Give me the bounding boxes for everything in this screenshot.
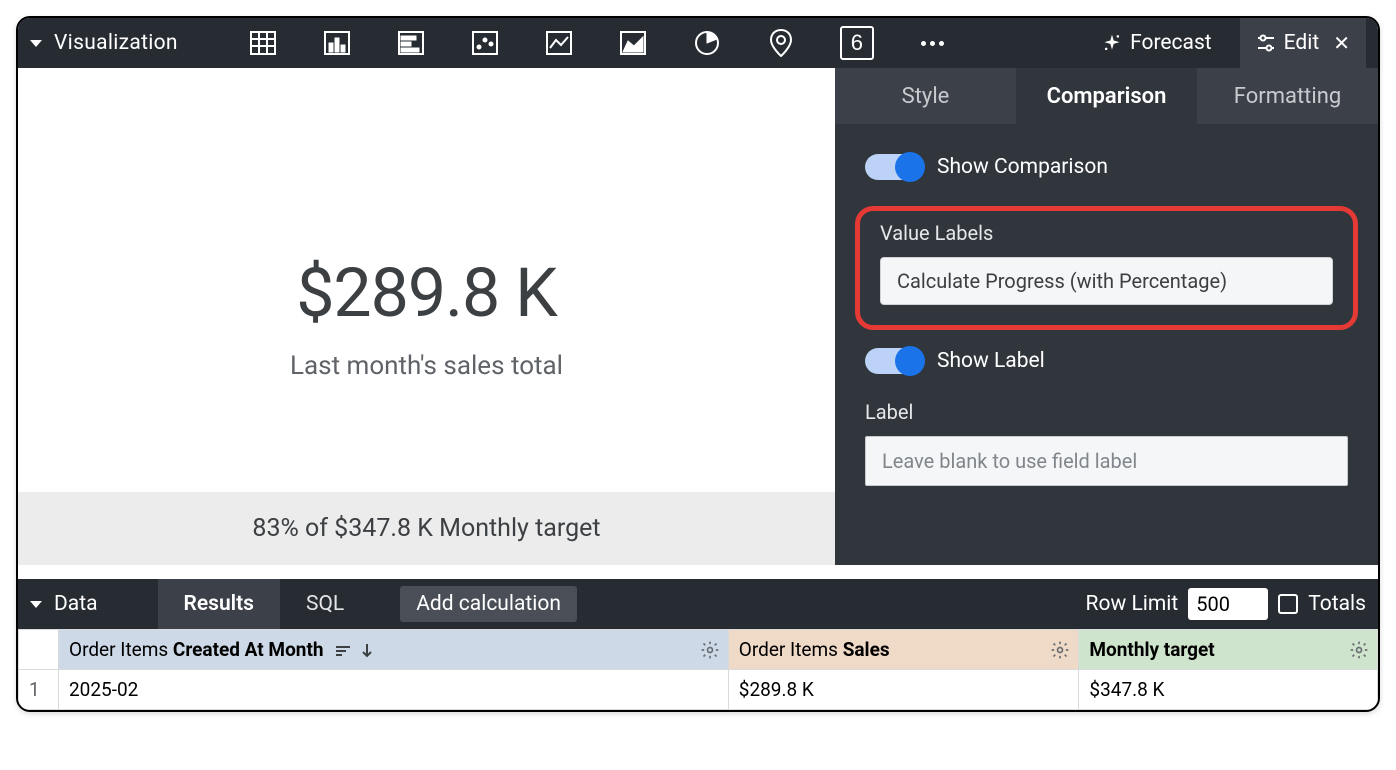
close-edit-icon[interactable]: ✕	[1333, 31, 1350, 55]
label-field-title: Label	[865, 400, 1348, 424]
show-comparison-label: Show Comparison	[937, 155, 1108, 179]
col-header-measure[interactable]: Order Items Sales	[728, 630, 1079, 670]
data-toolbar: Data Results SQL Add calculation Row Lim…	[18, 579, 1378, 629]
totals-checkbox[interactable]	[1278, 594, 1298, 614]
row-limit-label: Row Limit	[1086, 592, 1179, 616]
panel-content: Show Comparison Value Labels Calculate P…	[835, 124, 1378, 486]
col-header-dimension[interactable]: Order Items Created At Month	[59, 630, 729, 670]
row-limit-input[interactable]	[1188, 588, 1268, 620]
tab-comparison[interactable]: Comparison	[1016, 68, 1197, 124]
map-viz-icon[interactable]	[766, 28, 796, 58]
totals-label: Totals	[1308, 592, 1366, 616]
edit-side-panel: Style Comparison Formatting Show Compari…	[835, 68, 1378, 565]
area-chart-icon[interactable]	[618, 28, 648, 58]
sparkle-icon	[1102, 33, 1122, 53]
collapse-caret-icon[interactable]	[30, 40, 42, 47]
cell-measure: $289.8 K	[728, 670, 1079, 710]
comparison-progress-strip: 83% of $347.8 K Monthly target	[18, 492, 835, 565]
table-row: 1 2025-02 $289.8 K $347.8 K	[19, 670, 1378, 710]
edit-toggle-button[interactable]: Edit ✕	[1240, 18, 1366, 68]
viz-type-icons: 6	[248, 26, 948, 60]
panel-tabs: Style Comparison Formatting	[835, 68, 1378, 124]
value-labels-highlight: Value Labels Calculate Progress (with Pe…	[855, 206, 1358, 330]
visualization-title: Visualization	[54, 31, 178, 55]
single-value-subtitle: Last month's sales total	[290, 351, 563, 381]
label-input[interactable]	[882, 449, 1331, 473]
visualization-toolbar: Visualization	[18, 18, 1378, 68]
row-index: 1	[19, 670, 59, 710]
bar-chart-icon[interactable]	[396, 28, 426, 58]
table-header-row: Order Items Created At Month Order Items…	[19, 630, 1378, 670]
show-label-toggle[interactable]	[865, 348, 923, 374]
show-comparison-toggle[interactable]	[865, 154, 923, 180]
col-header-calc[interactable]: Monthly target	[1079, 630, 1378, 670]
data-collapse-caret-icon[interactable]	[30, 601, 42, 608]
more-viz-icon[interactable]	[918, 28, 948, 58]
tab-sql[interactable]: SQL	[280, 579, 370, 629]
table-viz-icon[interactable]	[248, 28, 278, 58]
gear-icon[interactable]	[700, 640, 720, 660]
single-value-tile: $289.8 K Last month's sales total	[18, 68, 835, 565]
line-chart-icon[interactable]	[544, 28, 574, 58]
forecast-label: Forecast	[1130, 31, 1212, 55]
sort-indicator-icon	[334, 643, 376, 659]
value-labels-select[interactable]: Calculate Progress (with Percentage)	[880, 257, 1333, 305]
add-calculation-button[interactable]: Add calculation	[400, 586, 577, 622]
single-value-number: $289.8 K	[296, 253, 557, 333]
show-label-label: Show Label	[937, 349, 1045, 373]
edit-label: Edit	[1284, 31, 1320, 55]
tab-formatting[interactable]: Formatting	[1197, 68, 1378, 124]
tab-results[interactable]: Results	[158, 579, 280, 629]
value-labels-title: Value Labels	[880, 221, 1333, 245]
tab-style[interactable]: Style	[835, 68, 1016, 124]
single-value-viz-icon[interactable]: 6	[840, 26, 874, 60]
visualization-canvas: $289.8 K Last month's sales total 83% of…	[18, 68, 1378, 565]
single-value-label: 6	[851, 30, 863, 56]
scatter-chart-icon[interactable]	[470, 28, 500, 58]
app-window: Visualization	[16, 16, 1380, 712]
cell-dimension: 2025-02	[59, 670, 729, 710]
column-chart-icon[interactable]	[322, 28, 352, 58]
comparison-text: 83% of $347.8 K Monthly target	[252, 514, 600, 543]
value-labels-value: Calculate Progress (with Percentage)	[897, 269, 1227, 293]
label-input-wrapper	[865, 436, 1348, 486]
data-title: Data	[54, 592, 98, 616]
cell-calc: $347.8 K	[1079, 670, 1378, 710]
row-index-header	[19, 630, 59, 670]
gear-icon[interactable]	[1050, 640, 1070, 660]
gear-icon[interactable]	[1349, 640, 1369, 660]
forecast-button[interactable]: Forecast	[1084, 18, 1230, 68]
pie-chart-icon[interactable]	[692, 28, 722, 58]
sliders-icon	[1256, 33, 1276, 53]
results-table: Order Items Created At Month Order Items…	[18, 629, 1378, 710]
